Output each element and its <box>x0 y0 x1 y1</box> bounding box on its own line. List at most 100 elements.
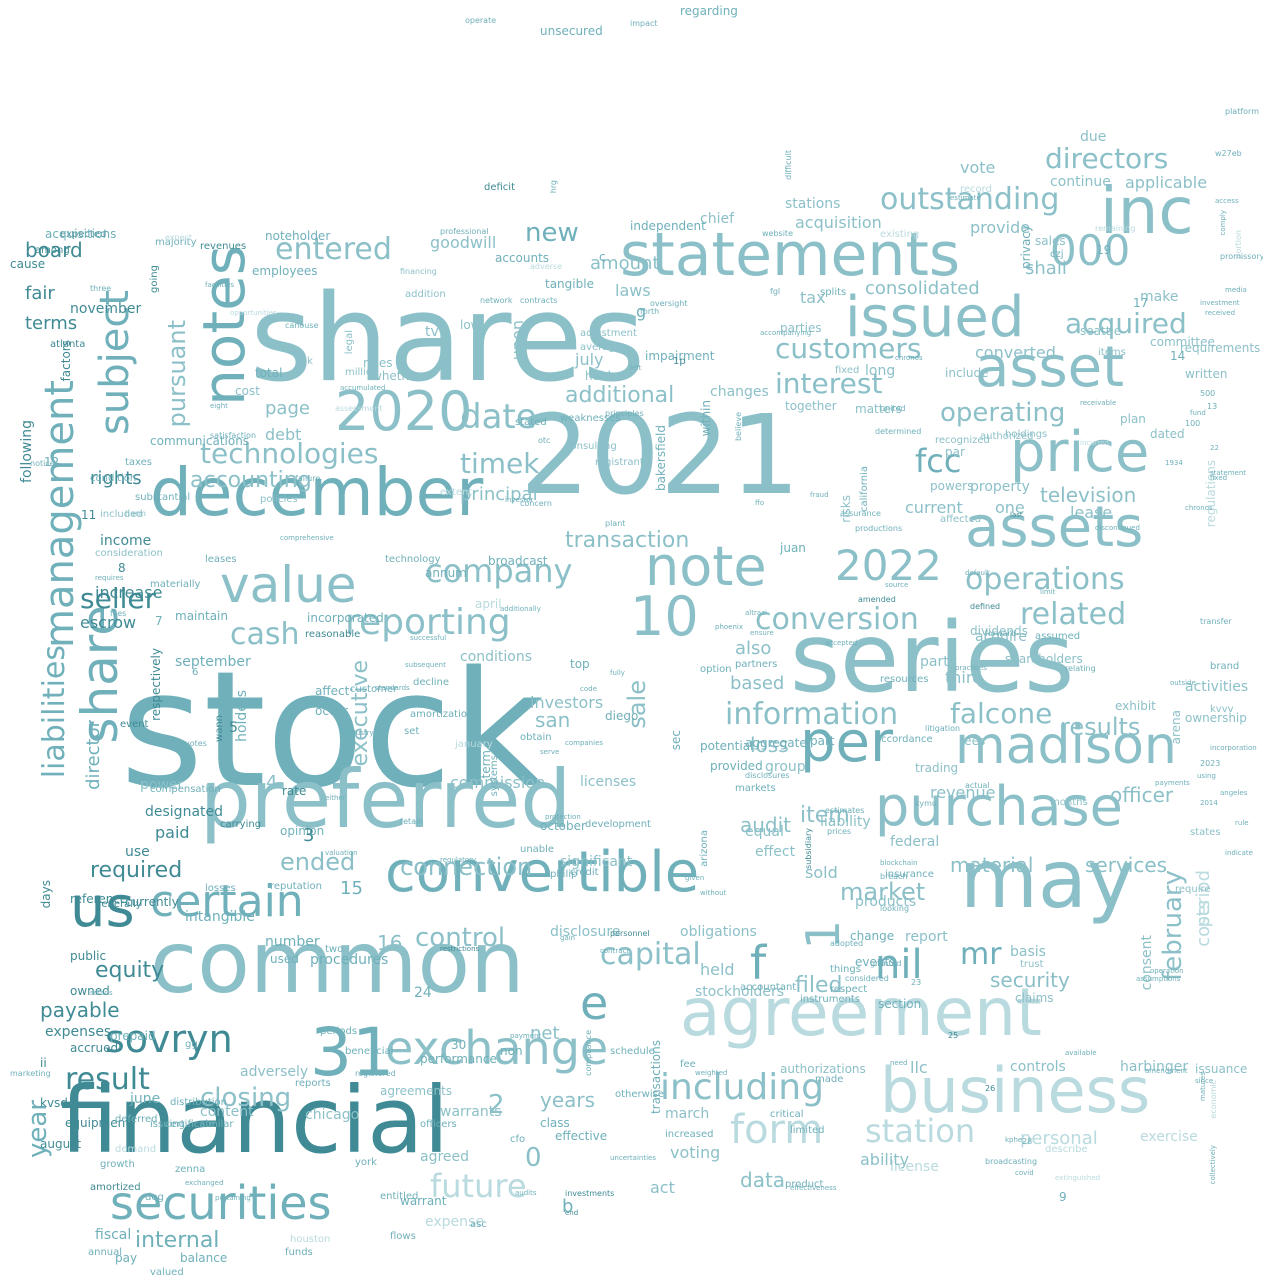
cloud-word: november <box>70 301 142 317</box>
cloud-word: 15 <box>340 878 363 899</box>
cloud-word: protection <box>545 813 581 821</box>
cloud-word: information <box>725 697 899 732</box>
cloud-word: common <box>150 913 525 1013</box>
cloud-word: platform <box>1225 107 1259 116</box>
cloud-word: opinion <box>280 824 325 838</box>
cloud-word: period <box>1193 870 1214 928</box>
cloud-word: comprehensive <box>280 534 334 542</box>
cloud-word: warrant <box>400 1194 447 1208</box>
cloud-word: using <box>1197 772 1216 780</box>
cloud-word: estimates <box>825 806 865 815</box>
cloud-word: power <box>140 777 184 793</box>
cloud-word: amortized <box>90 1182 141 1193</box>
cloud-word: markets <box>735 783 776 794</box>
cloud-word: par <box>945 445 965 459</box>
cloud-word: limit <box>1040 588 1056 596</box>
cloud-word: based <box>730 673 785 694</box>
cloud-word: series <box>790 602 1075 714</box>
cloud-word: going <box>149 265 160 293</box>
cloud-word: ability <box>860 1150 910 1169</box>
cloud-word: operation <box>1150 967 1184 975</box>
cloud-word: amount <box>590 253 660 274</box>
cloud-word: 7 <box>155 614 163 628</box>
cloud-word: operations <box>965 562 1125 597</box>
cloud-word: record <box>960 184 992 195</box>
cloud-word: san <box>535 708 571 732</box>
cloud-word: liability <box>820 814 871 830</box>
cloud-word: received <box>1205 309 1236 317</box>
cloud-word: federal <box>890 834 940 850</box>
cloud-word: phoenix <box>715 623 743 631</box>
cloud-word: ownership <box>1185 711 1247 725</box>
cloud-word: substantial <box>135 492 191 503</box>
cloud-word: juan <box>780 541 806 555</box>
cloud-word: noteholder <box>265 229 331 243</box>
cloud-word: dog <box>145 1192 164 1203</box>
cloud-word: accounting <box>190 468 312 493</box>
cloud-word: license <box>890 1159 939 1175</box>
cloud-word: 24 <box>414 985 432 1001</box>
cloud-word: acquisition <box>795 213 882 232</box>
cloud-word: class <box>540 1116 570 1130</box>
cloud-word: goodwill <box>430 233 497 252</box>
cloud-word: funds <box>285 1247 313 1258</box>
cloud-word: events <box>855 955 896 969</box>
cloud-word: actual <box>965 781 990 790</box>
cloud-word: 4 <box>266 772 278 793</box>
cloud-word: insurance <box>885 869 934 880</box>
cloud-word: media <box>1225 286 1247 294</box>
cloud-word: beneficial <box>345 1046 394 1057</box>
cloud-word: parties <box>780 321 822 335</box>
cloud-word: cause <box>10 257 46 271</box>
cloud-word: december <box>150 454 484 531</box>
cloud-word: days <box>39 880 53 909</box>
cloud-word: altrazi <box>745 609 767 617</box>
cloud-word: issued <box>845 285 1025 350</box>
cloud-word: purchase <box>875 775 1123 838</box>
cloud-word: arena <box>1169 710 1183 745</box>
cloud-word: held <box>700 960 735 979</box>
cloud-word: agreed <box>420 1149 470 1165</box>
cloud-word: per <box>800 710 894 775</box>
cloud-word: claims <box>1015 991 1054 1005</box>
cloud-word: consideration <box>95 548 163 559</box>
cloud-word: standards <box>375 684 410 692</box>
cloud-word: disclosure <box>550 924 621 940</box>
cloud-word: investments <box>565 1189 615 1198</box>
cloud-word: reference <box>70 892 128 906</box>
cloud-word: votes <box>185 739 207 748</box>
cloud-word: recognized <box>935 435 990 446</box>
cloud-word: dated <box>1150 427 1185 441</box>
cloud-word: annum <box>425 566 467 580</box>
cloud-word: asc <box>470 1219 487 1230</box>
cloud-word: risk <box>295 356 313 367</box>
cloud-word: accountant <box>740 982 797 993</box>
cloud-word: angeles <box>1220 789 1248 797</box>
cloud-word: warrants <box>440 1104 502 1120</box>
cloud-word: stated <box>515 417 547 428</box>
cloud-word: 2 <box>488 1090 505 1120</box>
cloud-word: audit <box>740 813 792 837</box>
cloud-word: blockchain <box>880 859 918 867</box>
cloud-word: authorized <box>980 431 1034 442</box>
cloud-word: 16 <box>377 931 403 955</box>
cloud-word: 23 <box>911 978 922 987</box>
cloud-word: fiscal <box>95 1227 132 1243</box>
cloud-word: exchanged <box>185 1179 224 1187</box>
cloud-word: vote <box>960 158 996 177</box>
cloud-word: marketing <box>10 1069 51 1078</box>
cloud-word: escrow <box>80 613 137 632</box>
cloud-word: states <box>1190 827 1221 838</box>
cloud-word: kvsd <box>40 1096 68 1110</box>
cloud-word: 2020 <box>335 380 473 443</box>
cloud-word: satisfaction <box>210 431 257 440</box>
cloud-word: mr <box>960 937 1002 972</box>
cloud-word: companies <box>565 739 604 747</box>
cloud-word: professional <box>440 227 489 236</box>
cloud-word: weighted <box>695 1069 728 1077</box>
cloud-word: communications <box>150 434 250 448</box>
cloud-word: looking <box>880 904 910 913</box>
cloud-word: securities <box>110 1176 332 1230</box>
cloud-word: also <box>735 638 772 659</box>
cloud-word: equity <box>95 958 165 983</box>
